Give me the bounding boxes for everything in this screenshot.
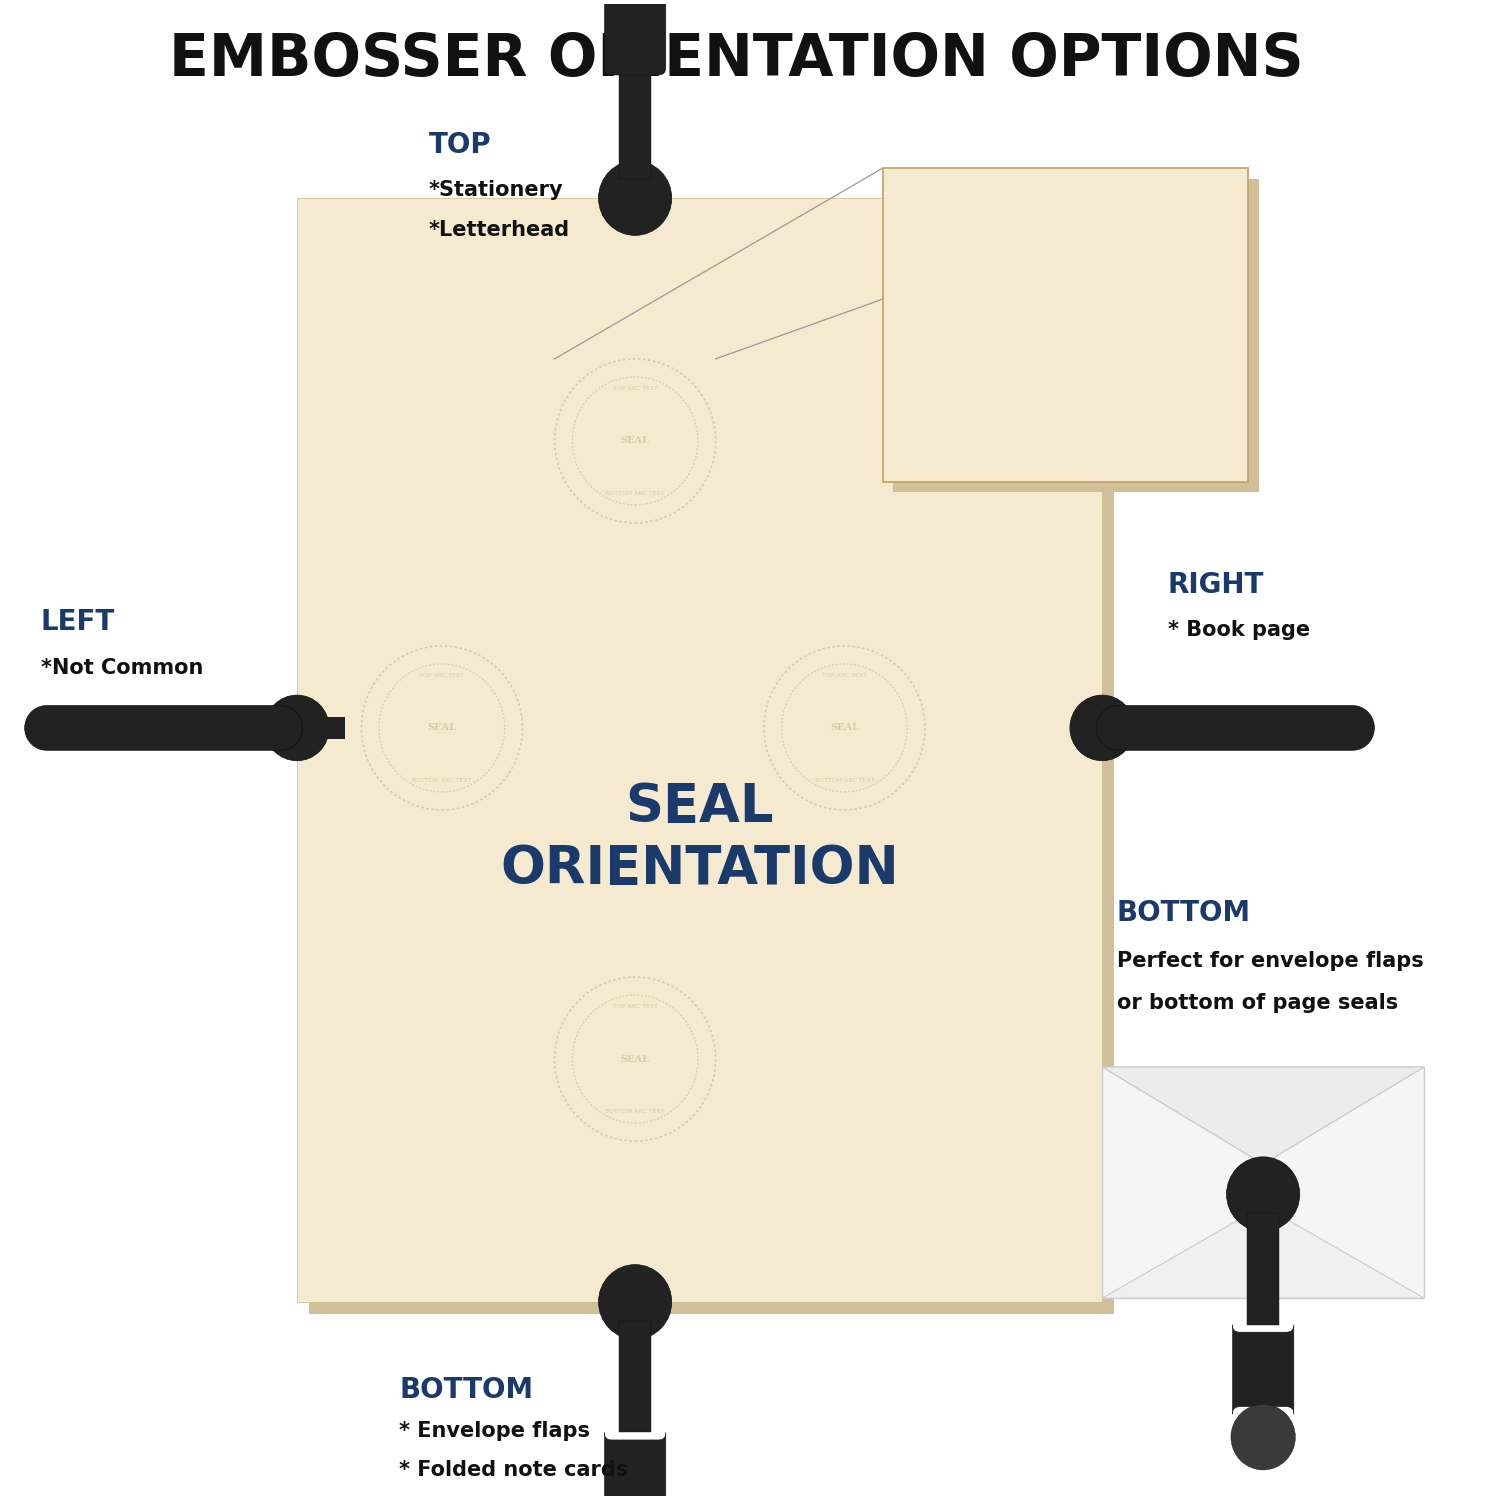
Text: SEAL: SEAL <box>1248 1120 1278 1130</box>
Text: BOTTOM ARC TEXT: BOTTOM ARC TEXT <box>606 490 664 496</box>
Circle shape <box>1227 1156 1299 1232</box>
Text: SEAL: SEAL <box>1052 321 1080 330</box>
Text: BOTTOM ARC TEXT: BOTTOM ARC TEXT <box>413 778 471 783</box>
Text: LEFT: LEFT <box>40 609 116 636</box>
Text: BOTTOM ARC TEXT: BOTTOM ARC TEXT <box>606 1108 664 1114</box>
Text: EMBOSSER ORIENTATION OPTIONS: EMBOSSER ORIENTATION OPTIONS <box>170 32 1304 88</box>
Text: *Letterhead: *Letterhead <box>429 220 570 240</box>
Text: *Not Common: *Not Common <box>40 657 203 678</box>
FancyBboxPatch shape <box>1112 717 1142 740</box>
Polygon shape <box>1102 1066 1424 1164</box>
Text: BOTTOM ARC TEXT: BOTTOM ARC TEXT <box>815 778 874 783</box>
FancyBboxPatch shape <box>316 717 345 740</box>
Text: TOP ARC TEXT: TOP ARC TEXT <box>420 674 465 678</box>
Text: TOP ARC TEXT: TOP ARC TEXT <box>612 386 657 392</box>
Text: TOP: TOP <box>429 130 492 159</box>
Text: BOTTOM ARC TEXT: BOTTOM ARC TEXT <box>1036 394 1095 399</box>
Text: * Book page: * Book page <box>1168 620 1310 640</box>
FancyBboxPatch shape <box>1233 1324 1294 1414</box>
Circle shape <box>264 694 328 760</box>
Circle shape <box>598 160 672 236</box>
Polygon shape <box>1096 705 1374 750</box>
FancyBboxPatch shape <box>892 178 1258 492</box>
Text: BOTTOM: BOTTOM <box>399 1377 534 1404</box>
Text: * Envelope flaps: * Envelope flaps <box>399 1422 591 1442</box>
Text: BOTTOM: BOTTOM <box>1116 898 1251 927</box>
Text: *Stationery: *Stationery <box>429 180 564 200</box>
FancyBboxPatch shape <box>1246 1214 1280 1324</box>
FancyBboxPatch shape <box>882 168 1248 482</box>
FancyBboxPatch shape <box>604 0 666 75</box>
Text: SEAL: SEAL <box>427 723 456 732</box>
Circle shape <box>1070 694 1134 760</box>
Text: SEAL
ORIENTATION: SEAL ORIENTATION <box>500 782 898 895</box>
Text: TOP ARC TEXT: TOP ARC TEXT <box>1042 251 1088 255</box>
Text: or bottom of page seals: or bottom of page seals <box>1116 993 1398 1012</box>
Text: RIGHT: RIGHT <box>1168 572 1264 598</box>
FancyBboxPatch shape <box>604 1432 666 1500</box>
Text: * Folded note cards: * Folded note cards <box>399 1460 628 1480</box>
Text: TOP ARC TEXT: TOP ARC TEXT <box>1240 1086 1286 1090</box>
FancyBboxPatch shape <box>1102 1066 1424 1298</box>
Text: SEAL: SEAL <box>830 723 860 732</box>
FancyBboxPatch shape <box>297 198 1102 1302</box>
Circle shape <box>598 1264 672 1340</box>
Polygon shape <box>1102 1206 1424 1298</box>
Text: TOP ARC TEXT: TOP ARC TEXT <box>822 674 867 678</box>
FancyBboxPatch shape <box>620 1320 651 1432</box>
Text: Perfect for envelope flaps: Perfect for envelope flaps <box>1116 951 1424 972</box>
Circle shape <box>1232 1404 1296 1470</box>
Text: BOTTOM ARC TEXT: BOTTOM ARC TEXT <box>1233 1158 1293 1164</box>
Text: SEAL: SEAL <box>621 436 650 445</box>
FancyBboxPatch shape <box>620 68 651 180</box>
Text: SEAL: SEAL <box>621 1054 650 1064</box>
Polygon shape <box>24 705 303 750</box>
Text: TOP ARC TEXT: TOP ARC TEXT <box>612 1004 657 1010</box>
FancyBboxPatch shape <box>309 210 1114 1314</box>
